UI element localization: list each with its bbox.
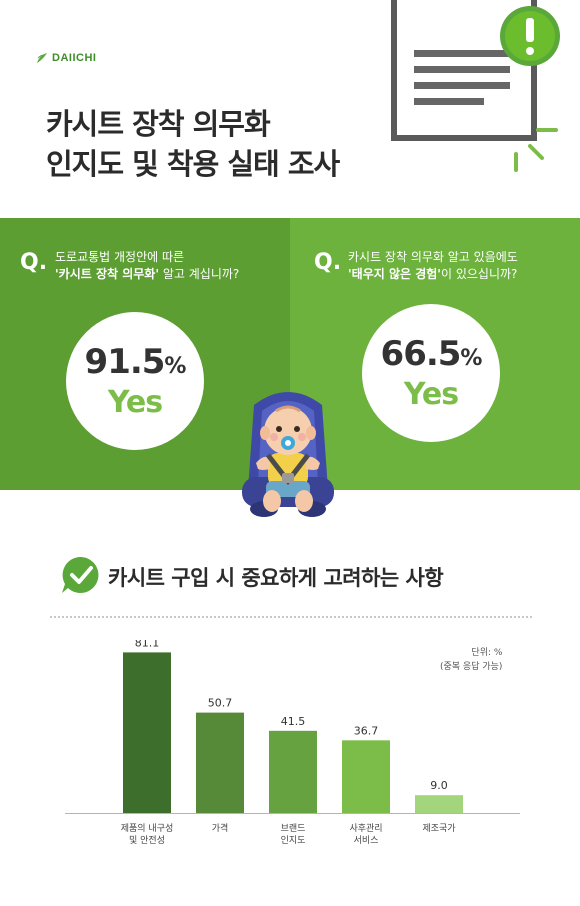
category-label: 서비스 xyxy=(354,835,379,846)
data-label: 50.7 xyxy=(208,697,233,710)
result-percent: 66.5% xyxy=(380,333,483,374)
data-label: 81.1 xyxy=(135,640,160,649)
brand-logo: DAIICHI xyxy=(36,52,96,64)
category-label: 사후관리 xyxy=(349,823,382,834)
category-label: 인지도 xyxy=(281,835,306,846)
question-rest: 알고 계십니까? xyxy=(159,267,240,281)
result-percent: 91.5% xyxy=(84,341,187,382)
title-line-1: 카시트 장착 의무화 xyxy=(46,107,271,141)
question-line: 카시트 장착 의무화 알고 있음에도 xyxy=(348,250,518,264)
bar xyxy=(415,795,463,813)
bar xyxy=(196,712,244,813)
question-rest: 이 있으십니까? xyxy=(440,267,518,281)
unit-label: 단위: % xyxy=(471,648,503,658)
bar xyxy=(123,652,171,813)
data-label: 36.7 xyxy=(354,724,379,737)
result-answer: Yes xyxy=(403,376,459,412)
brand-name: DAIICHI xyxy=(52,52,97,64)
data-label: 9.0 xyxy=(430,779,448,792)
title-line-2: 인지도 및 착용 실태 조사 xyxy=(46,147,340,181)
page-title: 카시트 장착 의무화 인지도 및 착용 실태 조사 xyxy=(46,104,340,184)
unit-sub-label: (중복 응답 가능) xyxy=(440,662,503,672)
question-marker: Q. xyxy=(314,250,342,275)
dotted-divider xyxy=(50,616,532,618)
category-label: 브랜드 xyxy=(281,823,306,834)
section-title: 카시트 구입 시 중요하게 고려하는 사항 xyxy=(108,566,444,590)
data-label: 41.5 xyxy=(281,715,306,728)
result-circle-2: 66.5% Yes xyxy=(362,304,500,442)
category-label: 가격 xyxy=(212,822,229,834)
result-answer: Yes xyxy=(107,384,163,420)
document-alert-illustration xyxy=(391,0,560,172)
question-marker: Q. xyxy=(20,250,48,275)
baby-car-seat-illustration xyxy=(242,392,334,517)
category-label: 및 안전성 xyxy=(129,834,165,846)
category-label: 제조국가 xyxy=(422,823,455,834)
question-text-1: 도로교통법 개정안에 따른 '카시트 장착 의무화' 알고 계십니까? xyxy=(55,249,239,283)
bar xyxy=(342,740,390,813)
leaf-icon xyxy=(37,53,47,63)
question-text-2: 카시트 장착 의무화 알고 있음에도 '태우지 않은 경험'이 있으십니까? xyxy=(348,249,518,283)
question-highlight: '카시트 장착 의무화' xyxy=(55,267,160,281)
checkmark-icon xyxy=(62,556,99,593)
bar xyxy=(269,730,317,813)
category-label: 제품의 내구성 xyxy=(121,823,174,834)
unit-note: 단위: % (중복 응답 가능) xyxy=(440,646,502,674)
question-highlight: '태우지 않은 경험' xyxy=(348,267,441,281)
question-line: 도로교통법 개정안에 따른 xyxy=(55,250,185,264)
result-circle-1: 91.5% Yes xyxy=(66,312,204,450)
